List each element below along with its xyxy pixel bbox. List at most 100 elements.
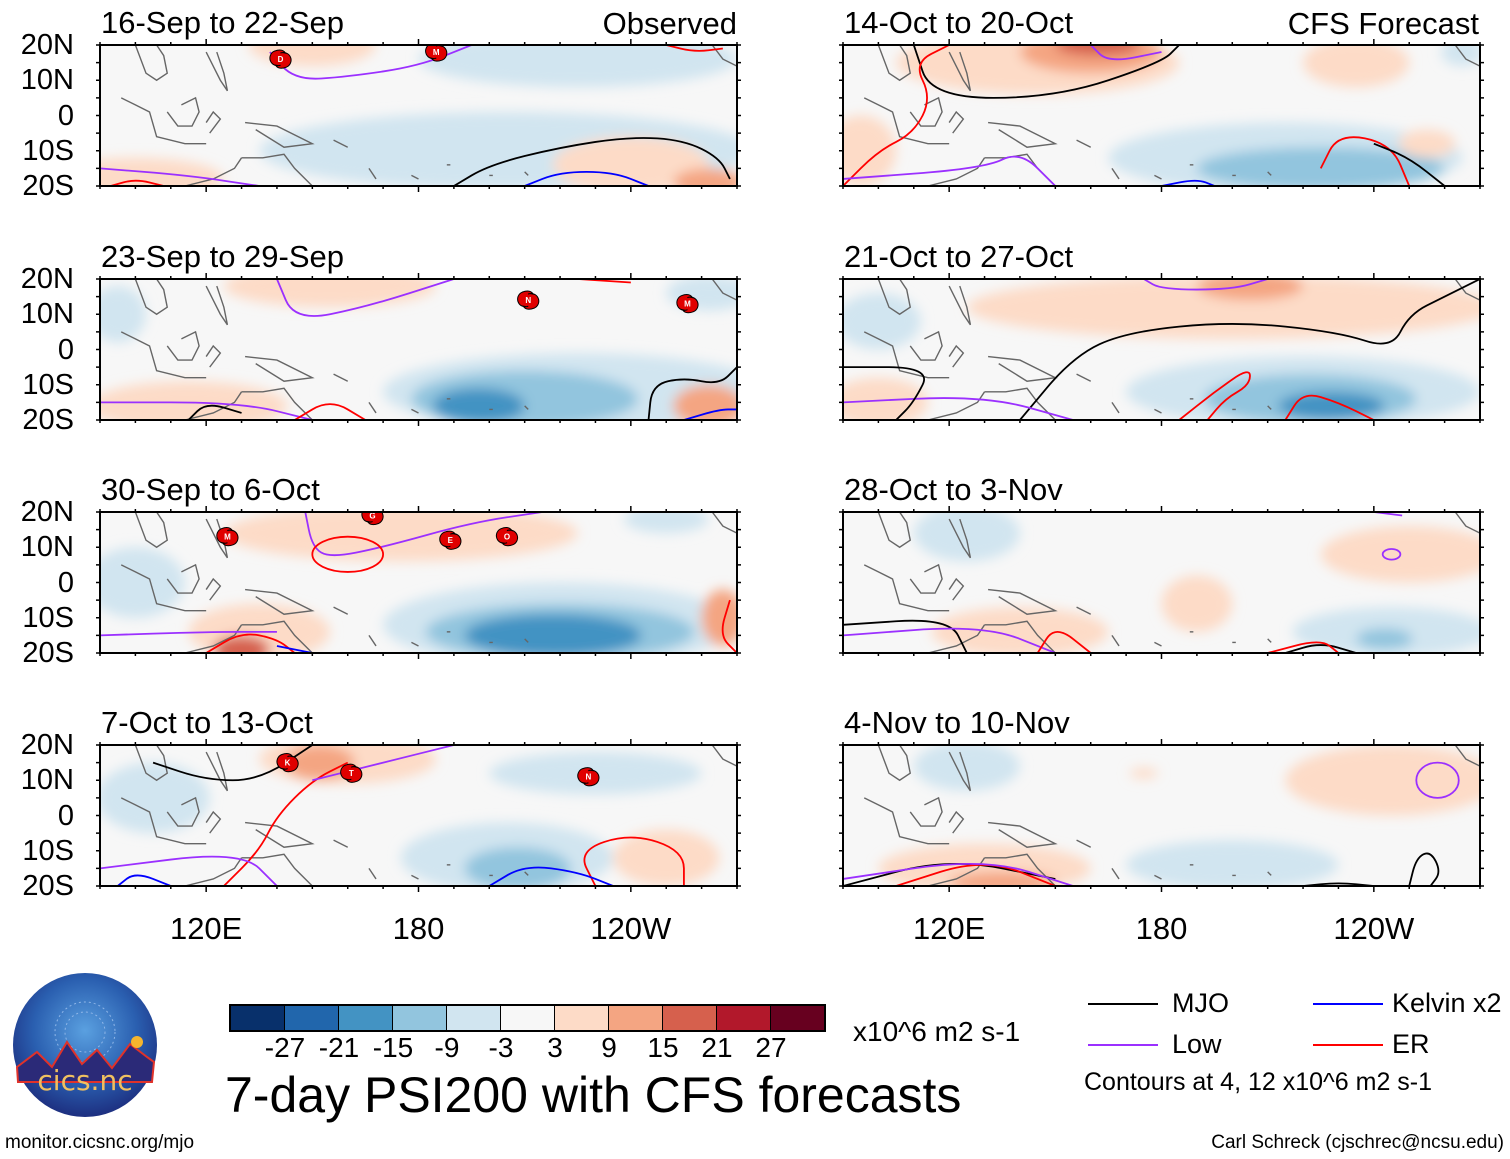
coastline bbox=[948, 810, 965, 834]
lon-tick-label: 120E bbox=[169, 911, 243, 946]
psi-anomaly-shading bbox=[1129, 767, 1158, 779]
contour-low bbox=[843, 397, 1074, 420]
author-credit: Carl Schreck (cjschrec@ncsu.edu) bbox=[1211, 1132, 1504, 1153]
contour-kelvin-x bbox=[488, 866, 614, 886]
coastline bbox=[134, 745, 169, 782]
contour-kelvin-x bbox=[1161, 179, 1215, 186]
coastline bbox=[184, 157, 243, 186]
coastline bbox=[333, 139, 349, 148]
psi-anomaly-shading bbox=[843, 115, 897, 186]
lat-tick-label: 20S bbox=[22, 170, 74, 202]
contour-er bbox=[666, 45, 723, 52]
website-link[interactable]: monitor.cicsnc.org/mjo bbox=[5, 1132, 195, 1153]
contour-er bbox=[110, 179, 164, 186]
lat-tick-label: 10N bbox=[20, 764, 74, 797]
contour-low bbox=[843, 155, 1056, 186]
storm-letter: M bbox=[224, 533, 231, 542]
coastline bbox=[711, 279, 737, 301]
coastline bbox=[988, 821, 1058, 848]
coastline bbox=[184, 857, 243, 886]
contour-mjo bbox=[912, 45, 1180, 99]
lat-tick-label: 20N bbox=[20, 496, 74, 528]
colorbar-label: 27 bbox=[755, 1032, 787, 1063]
contour-mjo bbox=[152, 745, 313, 782]
contour-er bbox=[205, 633, 296, 653]
coastline bbox=[368, 867, 377, 880]
coastline bbox=[863, 97, 950, 145]
contour-low bbox=[304, 512, 543, 557]
coastline bbox=[948, 51, 972, 92]
lat-tick-label: 20S bbox=[22, 870, 74, 902]
psi-anomaly-shading bbox=[100, 286, 146, 343]
colorbar-label: 15 bbox=[647, 1032, 679, 1063]
lon-tick-label: 180 bbox=[392, 911, 445, 946]
psi-anomaly-shading bbox=[931, 607, 1109, 653]
tropical-cyclone-icon: K bbox=[276, 753, 299, 773]
psi-anomaly-shading bbox=[223, 512, 578, 562]
psi-anomaly-shading bbox=[100, 762, 210, 834]
coastline bbox=[1267, 871, 1272, 876]
lon-tick-label: 120E bbox=[912, 911, 986, 946]
contour-er bbox=[1036, 630, 1092, 653]
coastline bbox=[1154, 408, 1162, 414]
contour-er bbox=[1284, 394, 1375, 420]
coastline bbox=[205, 285, 229, 326]
panel-title: 30-Sep to 6-Oct bbox=[101, 472, 320, 507]
contour-mjo bbox=[843, 619, 968, 653]
psi-anomaly-shading bbox=[464, 614, 642, 653]
coastline bbox=[184, 624, 243, 653]
colorbar-swatch bbox=[555, 1006, 609, 1030]
coastline bbox=[166, 96, 200, 127]
panel-title: 28-Oct to 3-Nov bbox=[844, 472, 1063, 507]
contour-kelvin-x bbox=[683, 408, 737, 420]
colorbar-label: 9 bbox=[601, 1032, 617, 1063]
colorbar-label: 21 bbox=[701, 1032, 733, 1063]
svg-text:cics.nc: cics.nc bbox=[37, 1064, 132, 1097]
contour-mjo bbox=[1285, 644, 1357, 653]
coastline bbox=[909, 796, 943, 827]
coastline bbox=[1076, 139, 1092, 148]
psi-anomaly-shading bbox=[623, 512, 709, 534]
psi-anomaly-shading bbox=[843, 293, 921, 350]
coastline bbox=[927, 391, 986, 420]
contour-low bbox=[1415, 761, 1460, 799]
coastline bbox=[205, 577, 222, 601]
coastline bbox=[245, 355, 315, 382]
contour-er bbox=[1267, 641, 1340, 653]
contour-er bbox=[311, 535, 385, 573]
tropical-cyclone-icon: N bbox=[577, 767, 600, 787]
coastline bbox=[245, 121, 315, 148]
psi-anomaly-shading bbox=[284, 745, 355, 781]
contour-mjo bbox=[187, 404, 242, 420]
coastline bbox=[411, 408, 419, 414]
lat-tick-label: 20N bbox=[20, 263, 74, 295]
psi-anomaly-shading bbox=[913, 745, 1020, 791]
coastline bbox=[368, 634, 377, 647]
coastline bbox=[1267, 405, 1272, 410]
psi-anomaly-shading bbox=[1398, 129, 1456, 158]
coastline bbox=[205, 344, 222, 368]
contour-low bbox=[100, 855, 278, 886]
lat-tick-label: 20S bbox=[22, 404, 74, 436]
psi-anomaly-shading bbox=[432, 388, 525, 420]
psi-anomaly-shading bbox=[1196, 279, 1304, 301]
psi-anomaly-shading bbox=[1320, 526, 1480, 583]
coastline bbox=[166, 563, 200, 594]
storm-letter: T bbox=[349, 769, 354, 778]
coastline bbox=[134, 512, 169, 549]
storm-letter: E bbox=[448, 536, 454, 545]
contour-low bbox=[276, 279, 455, 317]
panel-title: 4-Nov to 10-Nov bbox=[844, 705, 1070, 740]
lat-tick-label: 10N bbox=[20, 64, 74, 97]
observed-label: Observed bbox=[602, 6, 737, 41]
coastline bbox=[877, 745, 912, 782]
psi-anomaly-shading bbox=[100, 547, 185, 618]
coastline bbox=[948, 285, 972, 326]
map-panel bbox=[839, 739, 1484, 892]
contour-er bbox=[294, 403, 366, 420]
lon-tick-label: 120W bbox=[1333, 911, 1415, 946]
tropical-cyclone-icon: D bbox=[269, 49, 292, 69]
coastline bbox=[909, 96, 943, 127]
contour-er bbox=[843, 45, 950, 186]
